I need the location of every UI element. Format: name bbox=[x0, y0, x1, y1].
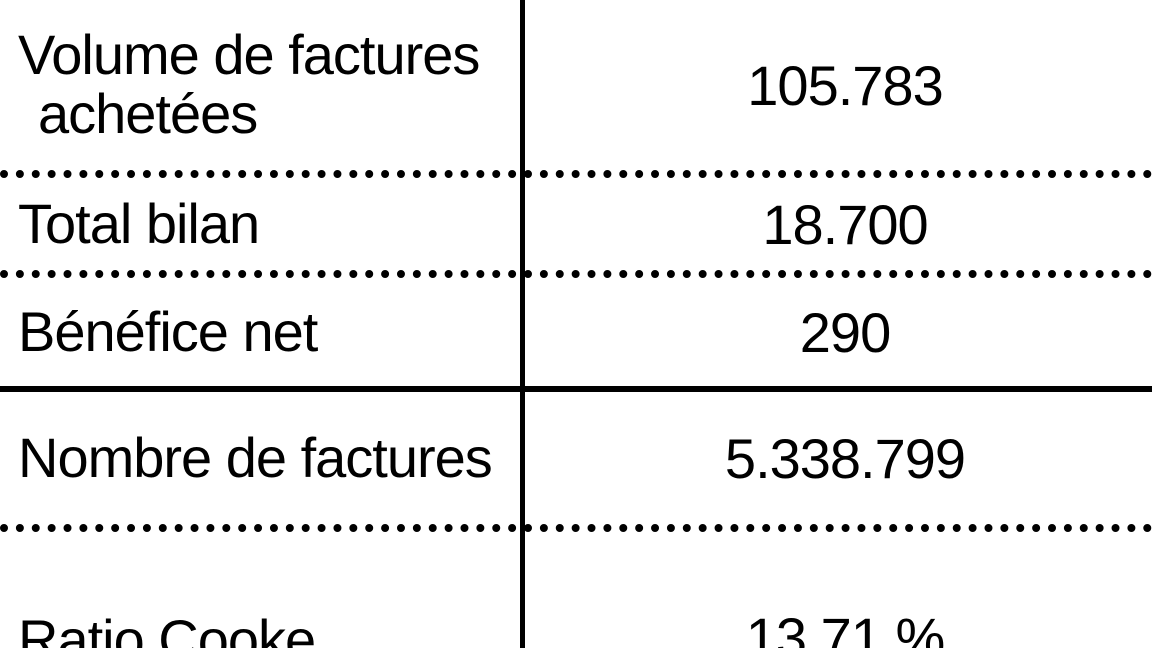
row-label: Ratio Cooke bbox=[0, 611, 538, 648]
label-line2: achetées bbox=[18, 85, 538, 144]
table-row: Nombre de factures 5.338.799 bbox=[0, 392, 1152, 532]
label-line1: Volume de factures bbox=[18, 26, 538, 85]
table-row: Ratio Cooke 13,71 % bbox=[0, 532, 1152, 642]
row-label: Nombre de factures bbox=[0, 429, 538, 488]
table-row: Bénéfice net 290 bbox=[0, 278, 1152, 392]
table-row: Volume de factures achetées 105.783 bbox=[0, 0, 1152, 178]
row-value: 290 bbox=[538, 300, 1152, 365]
row-label: Total bilan bbox=[0, 195, 538, 254]
table-row: Total bilan 18.700 bbox=[0, 178, 1152, 278]
row-label: Volume de factures achetées bbox=[0, 26, 538, 144]
row-label: Bénéfice net bbox=[0, 303, 538, 362]
row-value: 13,71 % bbox=[538, 605, 1152, 648]
financial-table: Volume de factures achetées 105.783 Tota… bbox=[0, 0, 1152, 648]
column-divider bbox=[520, 0, 525, 648]
row-value: 5.338.799 bbox=[538, 426, 1152, 491]
row-value: 105.783 bbox=[538, 53, 1152, 118]
row-value: 18.700 bbox=[538, 192, 1152, 257]
